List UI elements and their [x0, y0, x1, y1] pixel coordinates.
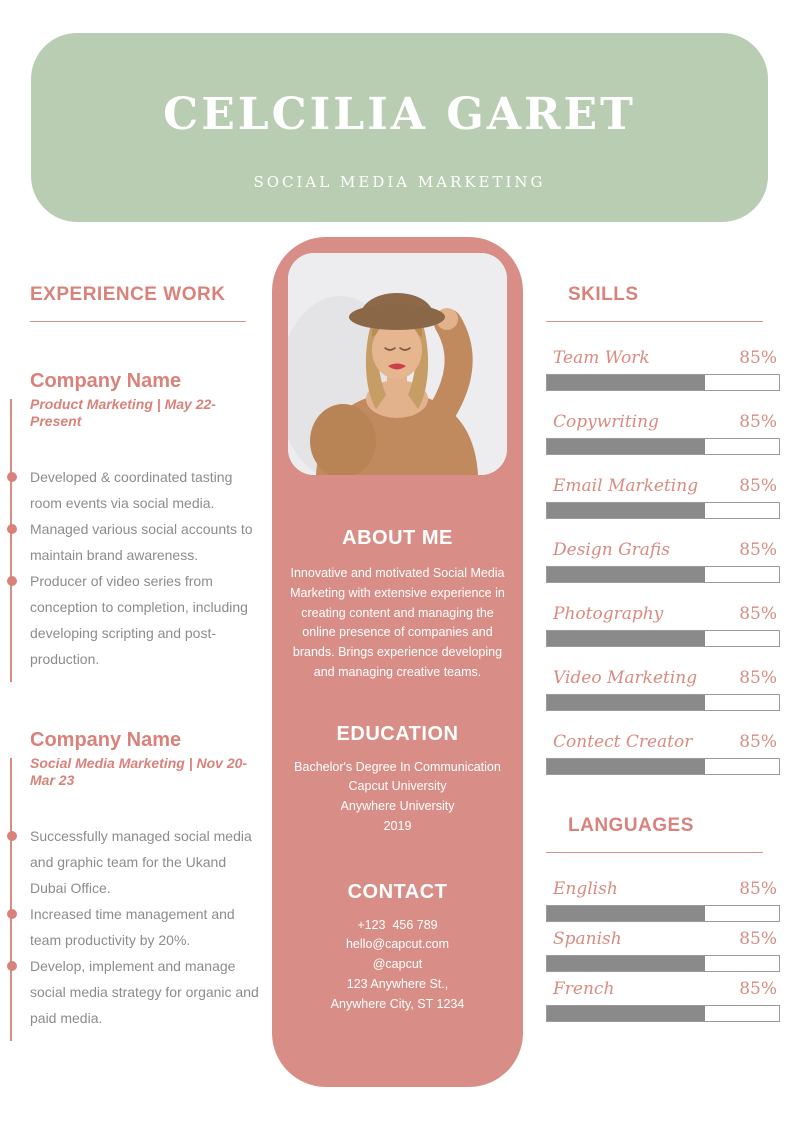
skill-label: Design Grafis	[553, 540, 670, 560]
job-meta: Social Media Marketing | Nov 20-Mar 23	[30, 755, 248, 789]
job-bullet: Producer of video series from conception…	[7, 568, 266, 672]
skill-label: Email Marketing	[553, 476, 699, 496]
contact-lines: +123 456 789 hello@capcut.com @capcut 12…	[272, 916, 523, 1015]
skills-column: SKILLS Team Work 85% Copywriting 85% Ema…	[546, 284, 780, 1029]
language-label: Spanish	[553, 929, 622, 949]
skill-bar-fill	[547, 759, 705, 774]
experience-entry-2: Company Name Social Media Marketing | No…	[7, 728, 266, 1042]
language-percent: 85%	[739, 929, 777, 949]
skill-row: Copywriting 85%	[546, 412, 780, 455]
job-bullet: Successfully managed social media and gr…	[7, 823, 266, 901]
contact-address-line1: 123 Anywhere St.,	[346, 976, 449, 991]
contact-address-line2: Anywhere City, ST 1234	[330, 996, 465, 1011]
language-bar	[546, 1005, 780, 1022]
about-title: ABOUT ME	[342, 527, 453, 549]
job-bullet: Developed & coordinated tasting room eve…	[7, 464, 266, 516]
contact-phone: +123 456 789	[357, 917, 438, 932]
experience-title: EXPERIENCE WORK	[30, 284, 226, 305]
skill-bar-fill	[547, 631, 705, 646]
skill-label: Video Marketing	[553, 668, 698, 688]
skill-row: Email Marketing 85%	[546, 476, 780, 519]
experience-entry-1: Company Name Product Marketing | May 22-…	[7, 369, 266, 683]
language-bar	[546, 955, 780, 972]
profile-photo-illustration	[288, 253, 507, 475]
experience-column: EXPERIENCE WORK Company Name Product Mar…	[7, 284, 266, 1042]
job-meta: Product Marketing | May 22-Present	[30, 396, 216, 430]
education-line: Anywhere University	[340, 799, 455, 813]
divider	[546, 852, 763, 853]
language-bar-fill	[547, 1006, 705, 1021]
skill-percent: 85%	[739, 476, 777, 496]
skill-bar	[546, 502, 780, 519]
skill-row: Photography 85%	[546, 604, 780, 647]
skills-title: SKILLS	[568, 284, 639, 305]
skill-bar	[546, 758, 780, 775]
header-banner: CELCILIA GARET SOCIAL MEDIA MARKETING	[31, 33, 768, 222]
skill-bar	[546, 374, 780, 391]
skill-percent: 85%	[739, 412, 777, 432]
skill-bar	[546, 630, 780, 647]
education-line: Bachelor's Degree In Communication	[294, 759, 501, 774]
skill-percent: 85%	[739, 604, 777, 624]
skill-percent: 85%	[739, 732, 777, 752]
skill-percent: 85%	[739, 668, 777, 688]
skill-label: Copywriting	[553, 412, 659, 432]
skill-bar-fill	[547, 567, 705, 582]
skill-bar	[546, 566, 780, 583]
skill-label: Photography	[553, 604, 664, 624]
skill-label: Contect Creator	[553, 732, 693, 752]
contact-email: hello@capcut.com	[345, 937, 449, 952]
education-lines: Bachelor's Degree In Communication Capcu…	[272, 758, 523, 837]
language-bar	[546, 905, 780, 922]
contact-title: CONTACT	[347, 880, 448, 903]
job-bullet: Managed various social accounts to maint…	[7, 516, 266, 568]
skill-label: Team Work	[553, 348, 650, 368]
language-percent: 85%	[739, 979, 777, 999]
language-percent: 85%	[739, 879, 777, 899]
skill-row: Video Marketing 85%	[546, 668, 780, 711]
languages-title: LANGUAGES	[568, 815, 694, 836]
job-title: SOCIAL MEDIA MARKETING	[253, 173, 546, 192]
language-row: English 85%	[546, 879, 780, 922]
company-name: Company Name	[30, 729, 182, 752]
education-line: Capcut University	[348, 779, 447, 794]
job-bullet-list: Developed & coordinated tasting room eve…	[7, 464, 266, 672]
skill-bar-fill	[547, 375, 705, 390]
about-text: Innovative and motivated Social Media Ma…	[290, 566, 505, 679]
language-bar-fill	[547, 956, 705, 971]
skill-percent: 85%	[739, 540, 777, 560]
language-label: French	[553, 979, 615, 999]
skill-percent: 85%	[739, 348, 777, 368]
job-bullet: Develop, implement and manage social med…	[7, 953, 266, 1031]
skill-bar	[546, 694, 780, 711]
person-name: CELCILIA GARET	[163, 89, 636, 140]
timeline-line	[10, 758, 12, 1042]
education-title: EDUCATION	[336, 722, 459, 745]
skill-bar-fill	[547, 695, 705, 710]
skill-row: Team Work 85%	[546, 348, 780, 391]
skill-bar-fill	[547, 503, 705, 518]
skill-bar-fill	[547, 439, 705, 454]
skill-row: Contect Creator 85%	[546, 732, 780, 775]
language-bar-fill	[547, 906, 705, 921]
divider	[30, 321, 246, 322]
profile-panel: ABOUT ME Innovative and motivated Social…	[272, 237, 523, 1087]
education-line: 2019	[383, 818, 412, 833]
job-bullet: Increased time management and team produ…	[7, 901, 266, 953]
language-row: Spanish 85%	[546, 929, 780, 972]
contact-handle: @capcut	[372, 957, 423, 971]
skill-bar	[546, 438, 780, 455]
language-row: French 85%	[546, 979, 780, 1022]
language-label: English	[553, 879, 618, 899]
job-bullet-list: Successfully managed social media and gr…	[7, 823, 266, 1031]
divider	[546, 321, 763, 322]
timeline-line	[10, 399, 12, 683]
company-name: Company Name	[30, 370, 182, 392]
skill-row: Design Grafis 85%	[546, 540, 780, 583]
profile-photo	[288, 253, 507, 475]
